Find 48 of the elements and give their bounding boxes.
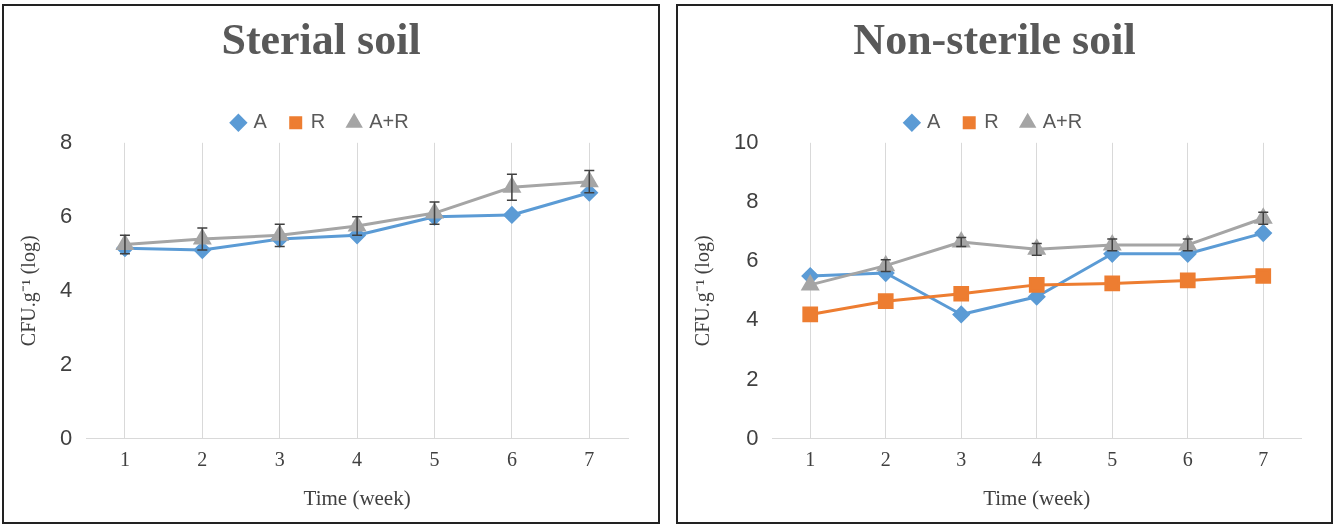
x-tick-label: 5: [1107, 448, 1118, 471]
y-tick-label: 2: [746, 365, 759, 391]
point: [503, 206, 521, 224]
y-tick-label: 4: [746, 306, 759, 332]
y-tick-label: 4: [59, 276, 73, 302]
x-tick-label: 2: [880, 448, 891, 471]
legend-label: A: [253, 110, 268, 133]
x-tick-label: 5: [429, 448, 440, 471]
point: [1254, 224, 1272, 242]
point: [953, 285, 970, 302]
x-tick-label: 2: [197, 448, 208, 471]
x-tick-label: 4: [1031, 448, 1042, 471]
x-axis-title: Time (week): [303, 485, 411, 510]
point: [877, 293, 894, 310]
x-tick-label: 6: [1182, 448, 1193, 471]
x-tick-label: 3: [956, 448, 967, 471]
y-tick-label: 6: [59, 202, 73, 228]
point: [1255, 268, 1272, 284]
legend-label: R: [984, 110, 999, 133]
y-tick-label: 2: [59, 350, 73, 376]
point: [802, 306, 819, 323]
legend-label: R: [310, 110, 326, 133]
chart-title: Non-sterile soil: [853, 14, 1136, 64]
y-tick-label: 8: [746, 188, 759, 214]
legend-label: A+R: [1042, 110, 1083, 133]
y-tick-label: 0: [746, 424, 759, 450]
x-tick-label: 7: [584, 448, 595, 471]
legend-label: A+R: [369, 110, 409, 133]
point: [1104, 275, 1121, 292]
x-tick-label: 1: [805, 448, 816, 471]
x-axis-title: Time (week): [983, 485, 1091, 510]
y-tick-label: 10: [733, 128, 759, 154]
y-tick-label: 0: [59, 424, 73, 450]
x-tick-label: 7: [1258, 448, 1269, 471]
point: [1028, 277, 1045, 293]
x-tick-label: 1: [119, 448, 130, 471]
y-tick-label: 6: [746, 247, 759, 273]
y-axis-title: CFU.g⁻¹ (log): [691, 235, 715, 347]
y-axis-title: CFU.g⁻¹ (log): [17, 235, 41, 347]
x-tick-label: 3: [274, 448, 285, 471]
y-tick-label: 8: [59, 128, 73, 154]
point: [801, 275, 819, 291]
x-tick-label: 6: [506, 448, 517, 471]
legend-label: A: [926, 110, 941, 133]
x-tick-label: 4: [352, 448, 363, 471]
point: [1179, 272, 1196, 289]
point: [952, 305, 970, 323]
chart-title: Sterial soil: [221, 14, 421, 64]
